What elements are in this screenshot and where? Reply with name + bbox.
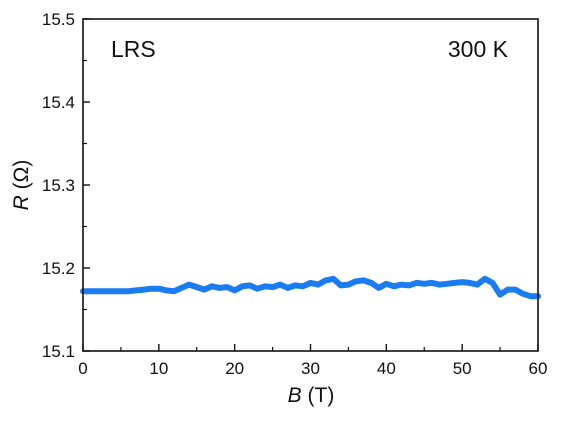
y-tick-label: 15.1 (42, 342, 75, 361)
y-tick-label: 15.5 (42, 10, 75, 29)
y-tick-label: 15.3 (42, 176, 75, 195)
x-tick-label: 60 (529, 359, 548, 378)
annotation-lrs: LRS (111, 36, 156, 62)
series-line (80, 275, 541, 300)
x-tick-label: 20 (225, 359, 244, 378)
x-tick-label: 50 (453, 359, 472, 378)
x-tick-label: 40 (377, 359, 396, 378)
y-axis-title: R (Ω) (10, 160, 33, 211)
plot-frame (82, 18, 539, 352)
x-tick-label: 10 (149, 359, 168, 378)
x-axis-title: B (T) (288, 384, 335, 407)
annotation-temperature: 300 K (448, 36, 509, 62)
x-tick-label: 30 (301, 359, 320, 378)
x-tick-label: 0 (78, 359, 87, 378)
y-tick-label: 15.4 (42, 93, 75, 112)
y-tick-label: 15.2 (42, 259, 75, 278)
